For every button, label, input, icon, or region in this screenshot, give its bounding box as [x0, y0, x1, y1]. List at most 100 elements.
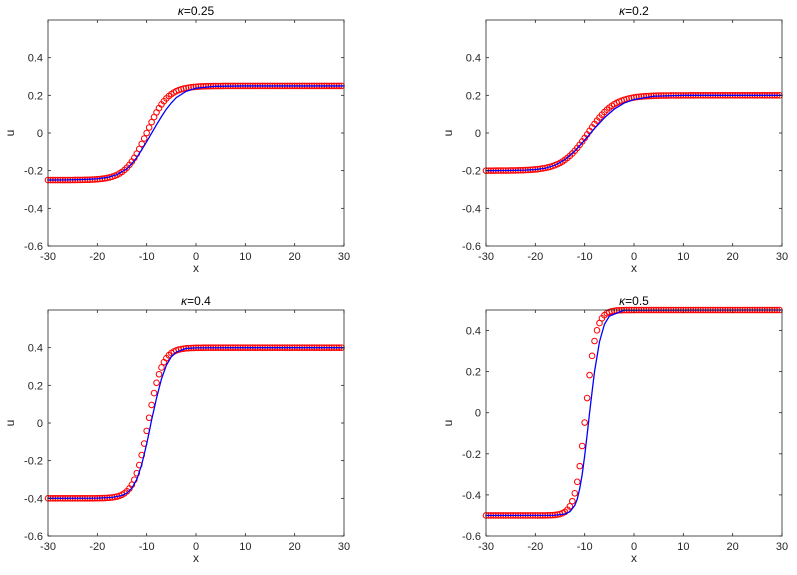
x-tick-label: 10	[239, 251, 251, 263]
data-point-marker	[158, 364, 165, 371]
solution-curve	[47, 347, 344, 499]
data-point-marker	[643, 92, 650, 100]
x-tick-label: 30	[338, 541, 350, 553]
y-tick-label: 0	[37, 128, 43, 140]
x-tick-label: -20	[89, 541, 105, 553]
x-tick-label: 0	[631, 541, 637, 553]
y-tick-label: -0.4	[462, 203, 481, 215]
y-tick-label: -0.6	[24, 531, 43, 543]
x-tick-label: 0	[193, 541, 199, 553]
data-point-marker	[153, 379, 160, 387]
data-point-marker	[200, 83, 207, 90]
x-tick-label: 10	[677, 251, 689, 263]
subplot-title: κ=0.25	[178, 4, 215, 18]
data-point-marker	[202, 82, 210, 90]
x-tick-label: 20	[289, 541, 301, 553]
y-tick-label: -0.6	[24, 241, 43, 253]
y-tick-label: -0.6	[462, 241, 481, 253]
data-point-marker	[195, 83, 202, 90]
data-point-marker	[145, 124, 153, 131]
data-point-marker	[571, 489, 579, 497]
y-tick-label: -0.6	[462, 531, 481, 543]
data-point-marker	[638, 93, 645, 100]
y-axis-label: u	[441, 130, 455, 137]
data-point-marker	[573, 478, 581, 486]
data-point-marker	[578, 442, 586, 450]
y-tick-label: 0.4	[466, 326, 481, 338]
y-tick-label: -0.2	[24, 456, 43, 468]
plot-area	[48, 310, 344, 536]
y-tick-label: 0.4	[28, 343, 43, 355]
x-tick-label: -30	[40, 541, 56, 553]
subplot-kappa-0-2: -30 -20 -10 0 10 20 30 -0.6 -0.4 -0.2 0 0.2 0.4 κ=0.…	[441, 4, 788, 275]
x-tick-label: -10	[139, 541, 155, 553]
y-tick-label: -0.2	[24, 166, 43, 178]
x-tick-label: 30	[338, 251, 350, 263]
y-tick-label: 0	[475, 408, 481, 420]
data-point-marker	[593, 327, 601, 334]
data-point-marker	[133, 469, 141, 477]
data-point-marker	[143, 129, 150, 137]
subplot-kappa-0-4: -30 -20 -10 0 10 20 30 -0.6 -0.4 -0.2 0 0.2 0.4 κ=0.…	[3, 294, 350, 565]
data-point-marker	[140, 135, 148, 142]
x-tick-label: -10	[577, 541, 593, 553]
x-axis-label: x	[193, 551, 199, 565]
data-point-marker	[192, 83, 200, 91]
x-tick-label: 30	[776, 541, 788, 553]
data-point-marker	[569, 497, 576, 505]
x-tick-label: -20	[527, 251, 543, 263]
x-tick-label: 10	[677, 541, 689, 553]
data-point-marker	[148, 118, 155, 126]
subplot-kappa-0-25: -30 -20 -10 0 10 20 30 -0.6 -0.4 -0.2 0 0.2 0.4 κ=0.…	[3, 4, 350, 275]
y-axis-label: u	[441, 420, 455, 427]
data-point-marker	[581, 419, 588, 426]
y-tick-label: 0.4	[466, 53, 481, 65]
x-axis-label: x	[631, 551, 637, 565]
title-value: =0.25	[184, 4, 215, 18]
x-tick-label: -30	[478, 251, 494, 263]
x-axis-label: x	[193, 261, 199, 275]
data-point-marker	[155, 370, 163, 378]
x-tick-label: -20	[527, 541, 543, 553]
y-tick-label: 0.4	[28, 53, 43, 65]
title-value: =0.2	[625, 4, 649, 18]
title-symbol: κ	[619, 294, 626, 308]
title-value: =0.4	[187, 294, 211, 308]
data-point-marker	[583, 394, 591, 402]
data-point-marker	[630, 94, 638, 101]
title-symbol: κ	[178, 4, 185, 18]
x-tick-label: 30	[776, 251, 788, 263]
x-tick-label: -30	[40, 251, 56, 263]
x-tick-label: -20	[89, 251, 105, 263]
y-tick-label: -0.2	[462, 166, 481, 178]
data-point-marker	[180, 85, 187, 92]
y-tick-label: -0.4	[462, 490, 481, 502]
y-tick-label: 0.2	[466, 90, 481, 102]
y-axis-label: u	[3, 420, 17, 427]
data-point-marker	[640, 93, 648, 100]
data-point-marker	[576, 462, 584, 470]
x-tick-label: 20	[727, 251, 739, 263]
x-axis-label: x	[631, 261, 637, 275]
subplot-title: κ=0.4	[181, 294, 211, 308]
y-tick-label: -0.2	[462, 449, 481, 461]
x-tick-label: 20	[289, 251, 301, 263]
y-tick-label: 0.2	[28, 90, 43, 102]
title-value: =0.5	[625, 294, 649, 308]
subplot-title: κ=0.5	[619, 294, 649, 308]
x-tick-label: 20	[727, 541, 739, 553]
y-tick-label: -0.4	[24, 493, 43, 505]
solution-curve	[485, 309, 783, 517]
y-tick-label: 0	[475, 128, 481, 140]
data-point-marker	[588, 352, 596, 360]
plot-area	[486, 20, 782, 246]
solution-curve	[47, 85, 344, 181]
subplot-title: κ=0.2	[619, 4, 649, 18]
x-tick-label: -10	[577, 251, 593, 263]
data-point-marker	[591, 337, 598, 345]
y-tick-label: 0	[37, 418, 43, 430]
y-tick-label: 0.2	[466, 367, 481, 379]
y-tick-label: 0.2	[28, 380, 43, 392]
x-tick-label: 0	[193, 251, 199, 263]
